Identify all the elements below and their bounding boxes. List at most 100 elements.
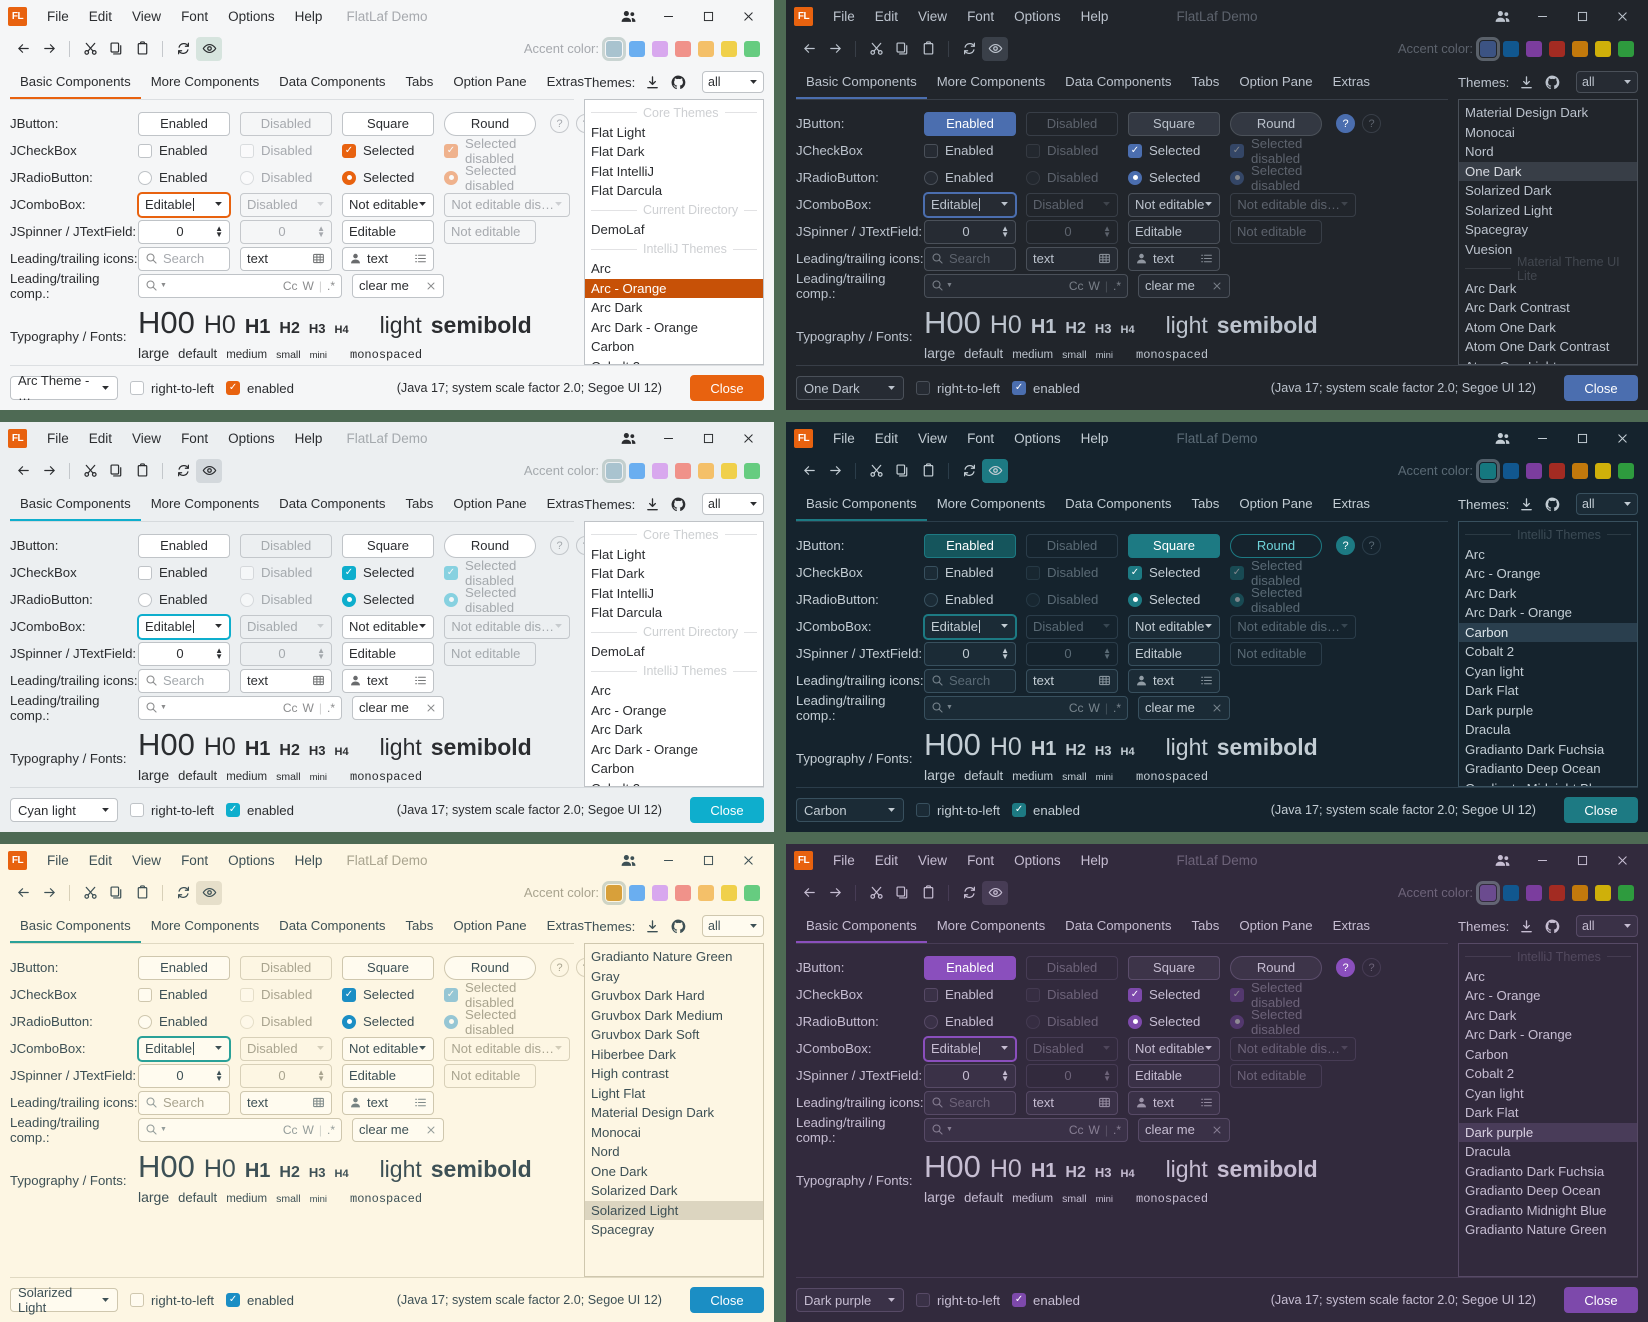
checkbox-disabled[interactable]: Disabled xyxy=(1026,987,1118,1002)
menu-item-help[interactable]: Help xyxy=(294,430,323,446)
accent-swatch-5[interactable] xyxy=(721,884,737,901)
back-icon[interactable] xyxy=(796,459,822,483)
checkbox-enabled[interactable]: Enabled xyxy=(138,565,230,580)
tab-more-components[interactable]: More Components xyxy=(936,918,1046,933)
list-icon[interactable] xyxy=(1200,674,1213,687)
accent-swatch-0[interactable] xyxy=(602,880,626,905)
menu-item-view[interactable]: View xyxy=(918,8,948,24)
themes-list-item[interactable]: Arc Dark xyxy=(591,722,643,737)
themes-list-item[interactable]: Gradianto Midnight Blue xyxy=(1465,1202,1607,1218)
refresh-icon[interactable] xyxy=(956,37,982,61)
combobox-3[interactable]: Not editable dis… xyxy=(1230,192,1357,217)
accent-swatch-0[interactable] xyxy=(602,458,626,483)
match-case-toggle[interactable]: Cc W | .* xyxy=(282,700,335,715)
themes-list-item[interactable]: Gradianto Dark Fuchsia xyxy=(1465,741,1605,757)
search-input[interactable]: Search xyxy=(138,668,230,693)
themes-list[interactable]: Material Design Dark Monocai Nord One Dark S… xyxy=(1458,99,1638,365)
copy-icon[interactable] xyxy=(103,881,129,905)
themes-list-item[interactable]: Flat Dark xyxy=(591,566,645,581)
help-button-1[interactable]: ? xyxy=(1362,958,1381,977)
themes-list-item[interactable]: Gradianto Nature Green xyxy=(591,949,733,964)
accent-swatch-5[interactable] xyxy=(1595,40,1611,57)
themes-list-item[interactable]: Cobalt 2 xyxy=(585,779,763,787)
themes-list-item[interactable]: Flat Light xyxy=(591,124,646,140)
button-round[interactable]: Round xyxy=(444,533,536,558)
download-icon[interactable] xyxy=(643,497,661,512)
forward-icon[interactable] xyxy=(36,37,62,61)
menu-item-edit[interactable]: Edit xyxy=(88,8,113,24)
clear-me-input[interactable]: clear me xyxy=(352,1117,444,1142)
tab-option-pane[interactable]: Option Pane xyxy=(1239,496,1313,511)
menu-item-view[interactable]: View xyxy=(918,852,948,868)
paste-icon[interactable] xyxy=(915,881,941,905)
menu-item-file[interactable]: File xyxy=(47,852,69,868)
checkbox-enabled[interactable]: Enabled xyxy=(924,987,1016,1002)
minimize-icon[interactable] xyxy=(1522,845,1562,875)
help-button-1[interactable]: ? xyxy=(1362,114,1381,133)
menu-item-options[interactable]: Options xyxy=(1014,430,1061,446)
themes-list[interactable]: Gradianto Nature Green Gray Gruvbox Dark H… xyxy=(584,943,764,1277)
download-icon[interactable] xyxy=(643,919,661,934)
menu-item-font[interactable]: Font xyxy=(181,852,209,868)
cut-icon[interactable] xyxy=(77,881,103,905)
forward-icon[interactable] xyxy=(822,881,848,905)
accent-swatch-3[interactable] xyxy=(1549,40,1565,57)
themes-list-item[interactable]: Arc Dark - Orange xyxy=(1465,1027,1572,1042)
text-field-grid[interactable]: text xyxy=(240,246,332,271)
clear-icon[interactable] xyxy=(425,702,437,714)
theme-select[interactable]: Cyan light xyxy=(10,798,118,822)
maximize-icon[interactable] xyxy=(1562,1,1602,31)
menu-item-options[interactable]: Options xyxy=(228,430,275,446)
themes-list-item[interactable]: Nord xyxy=(591,1144,620,1159)
themes-list-item[interactable]: One Dark xyxy=(591,1163,648,1179)
search-input[interactable]: Search xyxy=(924,1090,1016,1115)
spinner-field-3[interactable]: Not editable xyxy=(444,641,536,666)
combobox-2[interactable]: Not editable xyxy=(1128,192,1221,217)
text-field-grid[interactable]: text xyxy=(1026,246,1118,271)
checkbox-enabled[interactable]: ✓ enabled xyxy=(1012,1293,1080,1308)
github-icon[interactable] xyxy=(1543,919,1561,934)
clear-icon[interactable] xyxy=(1211,280,1223,292)
checkbox-enabled[interactable]: ✓ enabled xyxy=(1012,381,1080,396)
cut-icon[interactable] xyxy=(863,459,889,483)
menu-item-help[interactable]: Help xyxy=(294,852,323,868)
accent-swatch-4[interactable] xyxy=(698,40,714,57)
themes-list-item[interactable]: Arc Dark xyxy=(1465,585,1517,601)
chevron-down-icon[interactable]: ▼ xyxy=(946,282,953,289)
themes-list-item[interactable]: Dark purple xyxy=(1465,702,1534,718)
button-round[interactable]: Round xyxy=(1230,955,1322,980)
accent-swatch-3[interactable] xyxy=(1549,462,1565,479)
checkbox-enabled[interactable]: ✓ enabled xyxy=(226,381,294,396)
accent-swatch-0[interactable] xyxy=(1476,880,1500,905)
themes-list-item[interactable]: Dark Flat xyxy=(1465,683,1519,698)
accent-swatch-1[interactable] xyxy=(629,462,645,479)
accent-swatch-6[interactable] xyxy=(744,884,760,901)
themes-list-item[interactable]: Gradianto Midnight Blue xyxy=(1459,779,1637,787)
list-icon[interactable] xyxy=(1200,1096,1213,1109)
refresh-icon[interactable] xyxy=(170,459,196,483)
maximize-icon[interactable] xyxy=(1562,423,1602,453)
themes-list-item[interactable]: Dark Flat xyxy=(1465,1105,1519,1120)
text-field-grid[interactable]: text xyxy=(1026,668,1118,693)
comp-search-input[interactable]: ▼ Cc W | .* xyxy=(138,1117,342,1142)
spinner-field-0[interactable]: 0 ▲ ▼ xyxy=(138,641,230,666)
list-icon[interactable] xyxy=(414,1096,427,1109)
button-square[interactable]: Square xyxy=(342,955,434,980)
radio-disabled[interactable]: Disabled xyxy=(1026,1014,1118,1029)
text-field-grid[interactable]: text xyxy=(240,668,332,693)
comp-search-input[interactable]: ▼ Cc W | .* xyxy=(924,695,1128,720)
copy-icon[interactable] xyxy=(103,459,129,483)
checkbox-right-to-left[interactable]: right-to-left xyxy=(130,803,214,818)
themes-list-item[interactable]: Flat IntelliJ xyxy=(591,585,655,601)
themes-list-item[interactable]: Arc Dark - Orange xyxy=(1465,605,1572,620)
back-icon[interactable] xyxy=(796,881,822,905)
button-disabled[interactable]: Disabled xyxy=(240,955,332,980)
themes-list-item[interactable]: Cyan light xyxy=(1465,1085,1524,1101)
menu-item-view[interactable]: View xyxy=(918,430,948,446)
checkbox-selected[interactable]: ✓ Selected xyxy=(1128,987,1220,1002)
checkbox-enabled[interactable]: Enabled xyxy=(924,143,1016,158)
combobox-0[interactable]: Editable xyxy=(138,192,230,217)
menu-item-file[interactable]: File xyxy=(47,8,69,24)
eye-icon[interactable] xyxy=(196,36,222,61)
themes-list-item[interactable]: Arc Dark - Orange xyxy=(591,741,698,757)
